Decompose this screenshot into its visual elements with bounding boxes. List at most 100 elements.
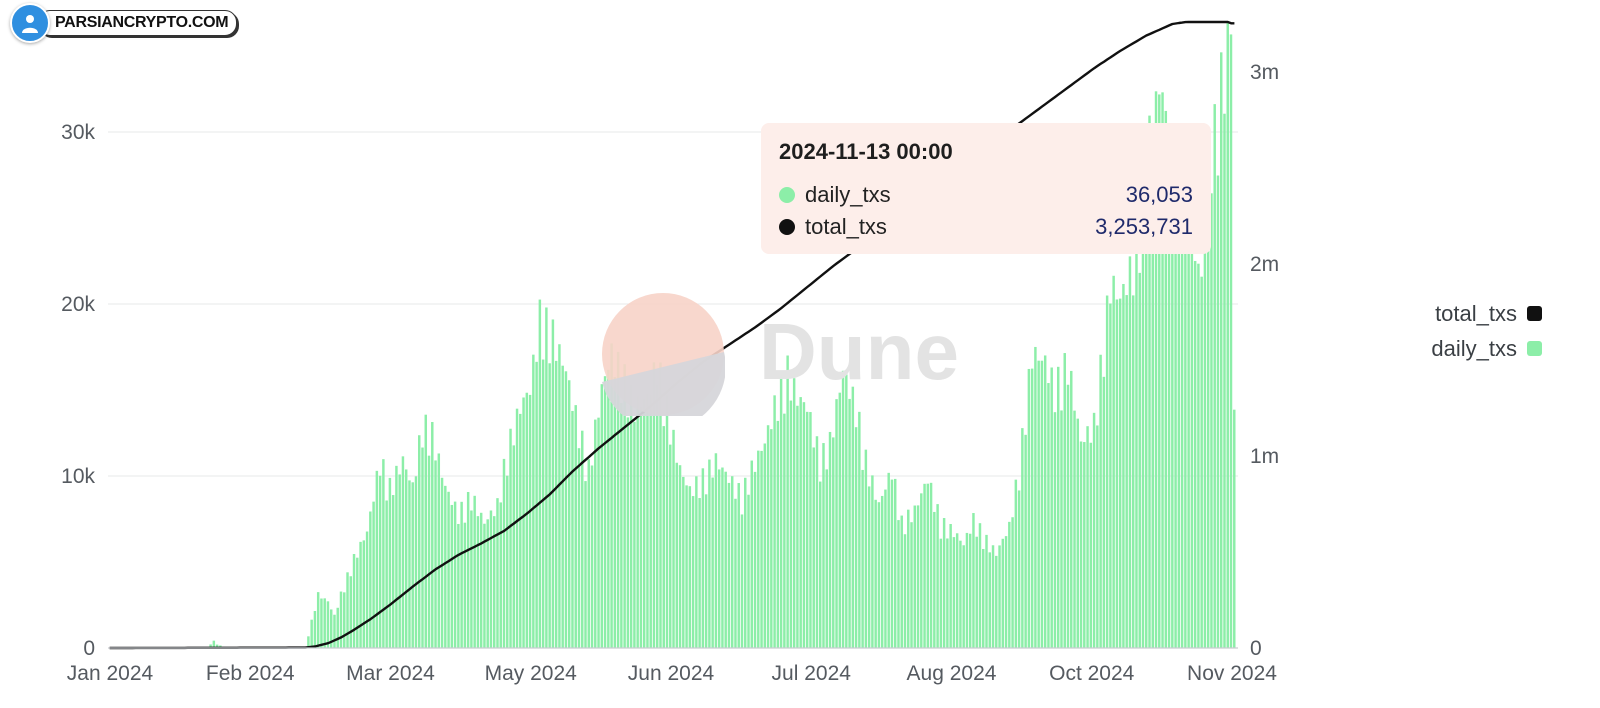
daily-bar — [434, 460, 437, 648]
daily-bar — [897, 520, 900, 648]
daily-bar — [998, 545, 1001, 648]
daily-bar — [747, 494, 750, 648]
daily-dot-icon — [779, 187, 795, 203]
daily-bar — [1024, 434, 1027, 648]
daily-bar — [499, 502, 502, 648]
daily-bar — [730, 476, 734, 648]
daily-bar — [877, 502, 881, 648]
daily-bar — [799, 397, 802, 648]
daily-bar — [1060, 410, 1063, 648]
legend: total_txs daily_txs — [1400, 296, 1542, 366]
daily-bar — [447, 491, 450, 648]
daily-bar — [1109, 303, 1112, 648]
daily-bar — [936, 504, 939, 648]
daily-bar — [642, 398, 646, 648]
daily-bar — [955, 533, 959, 648]
daily-bar — [594, 419, 597, 648]
daily-bar — [812, 447, 815, 648]
daily-bar — [418, 435, 421, 648]
daily-bar — [1102, 376, 1106, 648]
daily-bar — [802, 402, 806, 648]
daily-bar — [887, 472, 890, 648]
daily-bar — [779, 373, 783, 648]
daily-bar — [1174, 247, 1177, 648]
legend-item-total[interactable]: total_txs — [1400, 296, 1542, 331]
y-right-tick-label: 3m — [1250, 61, 1279, 84]
daily-bar — [431, 421, 434, 648]
daily-bar — [959, 540, 962, 648]
daily-bar — [1131, 295, 1135, 648]
daily-bar — [903, 534, 907, 648]
daily-bar — [1105, 295, 1109, 648]
daily-bar — [704, 494, 708, 648]
daily-bar — [962, 545, 965, 648]
y-right-tick-label: 0 — [1250, 637, 1262, 660]
daily-bar — [629, 384, 633, 648]
daily-bar — [362, 540, 366, 648]
daily-bar — [574, 405, 577, 648]
daily-bar — [913, 505, 917, 648]
daily-bar — [639, 406, 643, 648]
daily-bar — [985, 534, 988, 648]
daily-bar — [975, 536, 978, 648]
tooltip-title: 2024-11-13 00:00 — [779, 139, 953, 164]
daily-bar — [470, 510, 473, 648]
daily-bar — [819, 481, 822, 648]
daily-bar — [329, 609, 333, 648]
daily-bar — [567, 380, 571, 648]
daily-bar — [688, 486, 692, 648]
daily-bar — [584, 481, 587, 648]
tooltip: 2024-11-13 00:00 daily_txs 36,053 total_… — [761, 123, 1211, 254]
daily-bar — [1223, 113, 1226, 648]
daily-bar — [724, 471, 727, 648]
legend-label: daily_txs — [1431, 335, 1517, 361]
daily-bar — [1125, 295, 1128, 648]
daily-bar — [519, 413, 522, 648]
daily-bar — [1017, 490, 1021, 648]
daily-bar — [457, 523, 460, 648]
daily-bar — [391, 495, 395, 648]
daily-bar — [1076, 418, 1080, 648]
y-axis-left: 0 10k 20k 30k — [61, 121, 95, 660]
legend-swatch — [1527, 341, 1542, 356]
daily-bar — [506, 475, 509, 648]
daily-bar — [1193, 260, 1197, 648]
legend-label: total_txs — [1435, 300, 1517, 326]
daily-bar — [900, 515, 903, 648]
daily-bar — [466, 491, 470, 648]
daily-bar — [717, 469, 721, 648]
daily-bar — [851, 386, 855, 648]
daily-bar — [854, 427, 858, 648]
daily-bar — [545, 307, 548, 648]
daily-bar — [538, 299, 542, 648]
daily-bar — [753, 471, 757, 648]
daily-bar — [525, 392, 529, 648]
x-tick-label: Jan 2024 — [67, 662, 154, 685]
daily-bar — [727, 482, 731, 648]
daily-bar — [916, 505, 920, 648]
daily-bar — [972, 513, 975, 648]
daily-bar — [1037, 360, 1040, 648]
daily-bar — [858, 411, 861, 648]
daily-bar — [613, 377, 617, 648]
daily-bar — [965, 532, 969, 648]
daily-bar — [600, 384, 604, 648]
daily-bar — [365, 531, 369, 648]
daily-bar — [479, 512, 483, 648]
daily-bar — [359, 541, 362, 648]
daily-bar — [444, 485, 447, 648]
x-tick-label: Nov 2024 — [1187, 662, 1277, 685]
daily-bar — [646, 393, 649, 648]
legend-item-daily[interactable]: daily_txs — [1400, 331, 1542, 366]
daily-bar — [988, 552, 991, 648]
daily-bar — [1154, 91, 1158, 649]
daily-bar — [603, 376, 607, 648]
logo-icon — [10, 3, 50, 43]
daily-bar — [1086, 426, 1089, 648]
daily-bar — [440, 477, 444, 648]
tooltip-series-name: total_txs — [805, 214, 887, 239]
daily-bar — [1216, 175, 1220, 649]
daily-bar — [1096, 425, 1099, 648]
daily-bar — [721, 467, 724, 648]
daily-bar — [946, 538, 949, 648]
